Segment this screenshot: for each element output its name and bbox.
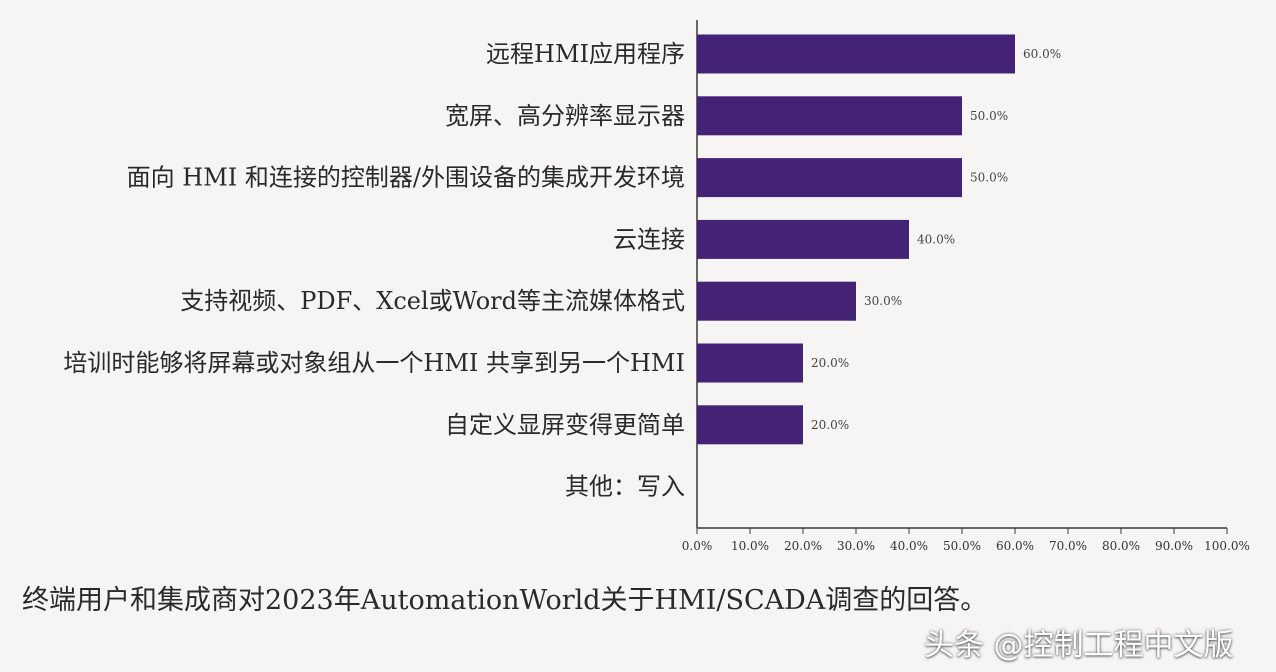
bar: [697, 34, 1015, 74]
data-label: 40.0%: [917, 232, 955, 246]
x-tick-label: 10.0%: [731, 539, 769, 553]
x-tick-label: 0.0%: [682, 539, 713, 553]
bar: [697, 158, 962, 198]
x-tick-label: 70.0%: [1049, 539, 1087, 553]
data-label: 50.0%: [970, 171, 1008, 185]
bar-chart: 0.0% 10.0% 20.0% 30.0% 40.0% 50.0% 60.0% 70.0% 8…: [63, 20, 1250, 553]
chart-caption: 终端用户和集成商对2023年AutomationWorld关于HMI/SCADA…: [22, 585, 988, 616]
category-label: 其他：写入: [565, 473, 685, 501]
x-tick-label: 90.0%: [1155, 539, 1193, 553]
category-label: 培训时能够将屏幕或对象组从一个HMI 共享到另一个HMI: [63, 349, 685, 377]
category-label: 宽屏、高分辨率显示器: [445, 102, 685, 130]
x-tick-label: 20.0%: [784, 539, 822, 553]
data-label: 50.0%: [970, 109, 1008, 123]
data-label: 20.0%: [811, 356, 849, 370]
x-tick-label: 50.0%: [943, 539, 981, 553]
x-tick-label: 80.0%: [1102, 539, 1140, 553]
bar: [697, 96, 962, 136]
x-tick-label: 30.0%: [837, 539, 875, 553]
data-label: 60.0%: [1023, 47, 1061, 61]
category-label: 云连接: [613, 225, 685, 253]
x-tick-label: 40.0%: [890, 539, 928, 553]
x-tick-label: 60.0%: [996, 539, 1034, 553]
data-label: 20.0%: [811, 418, 849, 432]
bar: [697, 405, 803, 445]
data-label: 30.0%: [864, 294, 902, 308]
category-label: 远程HMI应用程序: [486, 40, 685, 68]
x-tick-label: 100.0%: [1204, 539, 1250, 553]
watermark: 头条 @控制工程中文版: [924, 628, 1234, 663]
category-label: 自定义显屏变得更简单: [445, 411, 685, 439]
category-label: 面向 HMI 和连接的控制器/外围设备的集成开发环境: [127, 164, 685, 192]
category-label: 支持视频、PDF、Xcel或Word等主流媒体格式: [180, 287, 685, 315]
bar: [697, 219, 909, 259]
bar: [697, 281, 856, 321]
bar: [697, 343, 803, 383]
